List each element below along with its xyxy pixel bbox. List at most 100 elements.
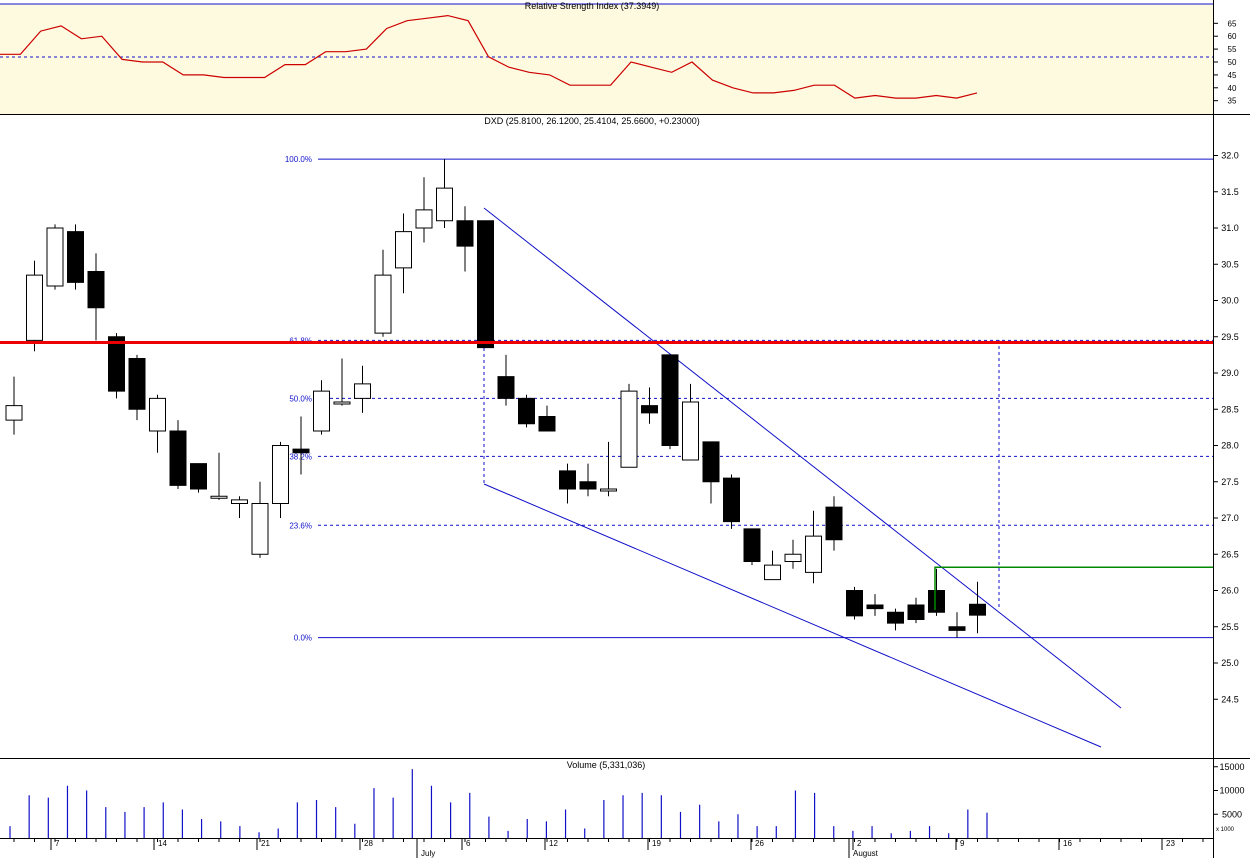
date-tick-label: 6 xyxy=(466,839,471,848)
price-tick-label: 25.5 xyxy=(1221,622,1239,632)
price-tick-label: 26.0 xyxy=(1221,586,1239,596)
price-tick-label: 25.0 xyxy=(1221,658,1239,668)
date-tick-label: 21 xyxy=(261,839,270,848)
rsi-tick-label: 55 xyxy=(1228,45,1237,54)
date-tick-label: 12 xyxy=(549,839,558,848)
price-tick-label: 30.5 xyxy=(1221,259,1239,269)
fib-level-label: 100.0% xyxy=(285,155,312,164)
candle-body xyxy=(169,430,187,486)
candle-body xyxy=(579,481,597,490)
candle-body xyxy=(108,336,125,392)
date-tick-label: 16 xyxy=(1063,839,1072,848)
date-tick-label: 7 xyxy=(55,839,60,848)
candle-body xyxy=(559,470,576,490)
candle-body xyxy=(395,231,412,269)
date-tick-label: 23 xyxy=(1166,839,1175,848)
candle-body xyxy=(928,590,945,613)
candle-body xyxy=(354,383,371,399)
price-tick-label: 28.5 xyxy=(1221,404,1239,414)
candle-body xyxy=(128,358,146,410)
candle-body xyxy=(887,611,904,624)
fib-level-label: 61.8% xyxy=(289,336,312,345)
rsi-tick-label: 45 xyxy=(1228,71,1237,80)
price-tick-label: 27.5 xyxy=(1221,477,1239,487)
candle-body xyxy=(661,354,679,446)
date-tick-label: 19 xyxy=(652,839,661,848)
price-y-axis: 32.0 31.5 31.0 30.5 30.0 29.5 29.0 28.5 28.0 27.5… xyxy=(1213,151,1239,704)
price-tick-label: 31.0 xyxy=(1221,223,1239,233)
candle-body xyxy=(251,503,269,555)
upper-trendline xyxy=(483,207,1122,709)
candle-body xyxy=(907,604,925,620)
date-tick-label: 26 xyxy=(755,839,764,848)
volume-unit-label: x 1000 xyxy=(1216,827,1235,833)
candle-body xyxy=(948,626,966,631)
candle-body xyxy=(477,220,494,349)
rsi-tick-label: 50 xyxy=(1228,58,1237,67)
candle-body xyxy=(805,535,822,573)
volume-tick-label: 5000 xyxy=(1222,809,1242,819)
fib-level-label: 50.0% xyxy=(289,394,312,403)
candle-body xyxy=(969,603,986,616)
volume-tick-label: 15000 xyxy=(1219,762,1244,772)
candle-body xyxy=(682,401,699,461)
fib-level-label: 23.6% xyxy=(289,521,312,530)
price-tick-label: 28.0 xyxy=(1221,441,1239,451)
candle-body xyxy=(210,495,228,499)
candle-body xyxy=(149,397,166,432)
candle-body xyxy=(456,220,474,247)
candle-body xyxy=(600,488,617,492)
breakout-line xyxy=(934,566,1213,610)
candlesticks xyxy=(5,159,986,638)
month-label: July xyxy=(421,849,435,858)
rsi-series-line xyxy=(0,14,978,99)
candle-body xyxy=(866,604,884,610)
candle-body xyxy=(26,274,43,341)
volume-tick-label: 10000 xyxy=(1219,786,1244,796)
candle-body xyxy=(620,390,638,468)
price-tick-label: 30.0 xyxy=(1221,296,1239,306)
date-tick-label: 2 xyxy=(857,839,862,848)
rsi-title: Relative Strength Index (37.3949) xyxy=(525,1,660,11)
date-axis: 7 14 21 28 6 12 19 26 2 9 16 23 July August xyxy=(13,838,1204,858)
volume-y-axis: 15000 10000 5000 xyxy=(1213,762,1245,819)
price-tick-label: 31.5 xyxy=(1221,187,1239,197)
price-title: DXD (25.8100, 26.1200, 25.4104, 25.6600,… xyxy=(484,116,699,126)
candle-body xyxy=(825,506,843,541)
rsi-panel-background xyxy=(0,4,1213,114)
date-tick-label: 28 xyxy=(364,839,373,848)
rsi-tick-label: 40 xyxy=(1228,84,1237,93)
price-tick-label: 29.0 xyxy=(1221,368,1239,378)
candle-body xyxy=(518,397,535,425)
rsi-tick-label: 60 xyxy=(1228,32,1237,41)
candle-body xyxy=(190,463,207,490)
trend-lines xyxy=(483,207,1122,748)
candle-body xyxy=(87,271,105,309)
candle-body xyxy=(723,477,740,523)
price-tick-label: 32.0 xyxy=(1221,151,1239,161)
candle-body xyxy=(702,441,720,483)
candle-body xyxy=(497,376,515,399)
candle-body xyxy=(784,553,802,562)
price-tick-label: 26.5 xyxy=(1221,549,1239,559)
candle-body xyxy=(538,416,556,432)
candle-body xyxy=(313,390,330,432)
month-label: August xyxy=(853,849,879,858)
candle-body xyxy=(67,231,84,283)
volume-bars xyxy=(9,769,988,838)
candle-body xyxy=(764,564,781,581)
candle-body xyxy=(641,405,658,414)
candle-body xyxy=(436,187,453,222)
rsi-y-axis: 35 40 45 50 55 60 65 xyxy=(1213,19,1237,106)
lower-trendline xyxy=(483,483,1102,748)
fib-level-label: 0.0% xyxy=(294,634,312,643)
candle-body xyxy=(292,448,310,454)
rsi-tick-label: 65 xyxy=(1228,19,1237,28)
candle-body xyxy=(231,499,248,504)
candle-body xyxy=(846,590,863,617)
rsi-line xyxy=(0,14,978,99)
candle-body xyxy=(5,405,23,421)
price-tick-label: 27.0 xyxy=(1221,513,1239,523)
